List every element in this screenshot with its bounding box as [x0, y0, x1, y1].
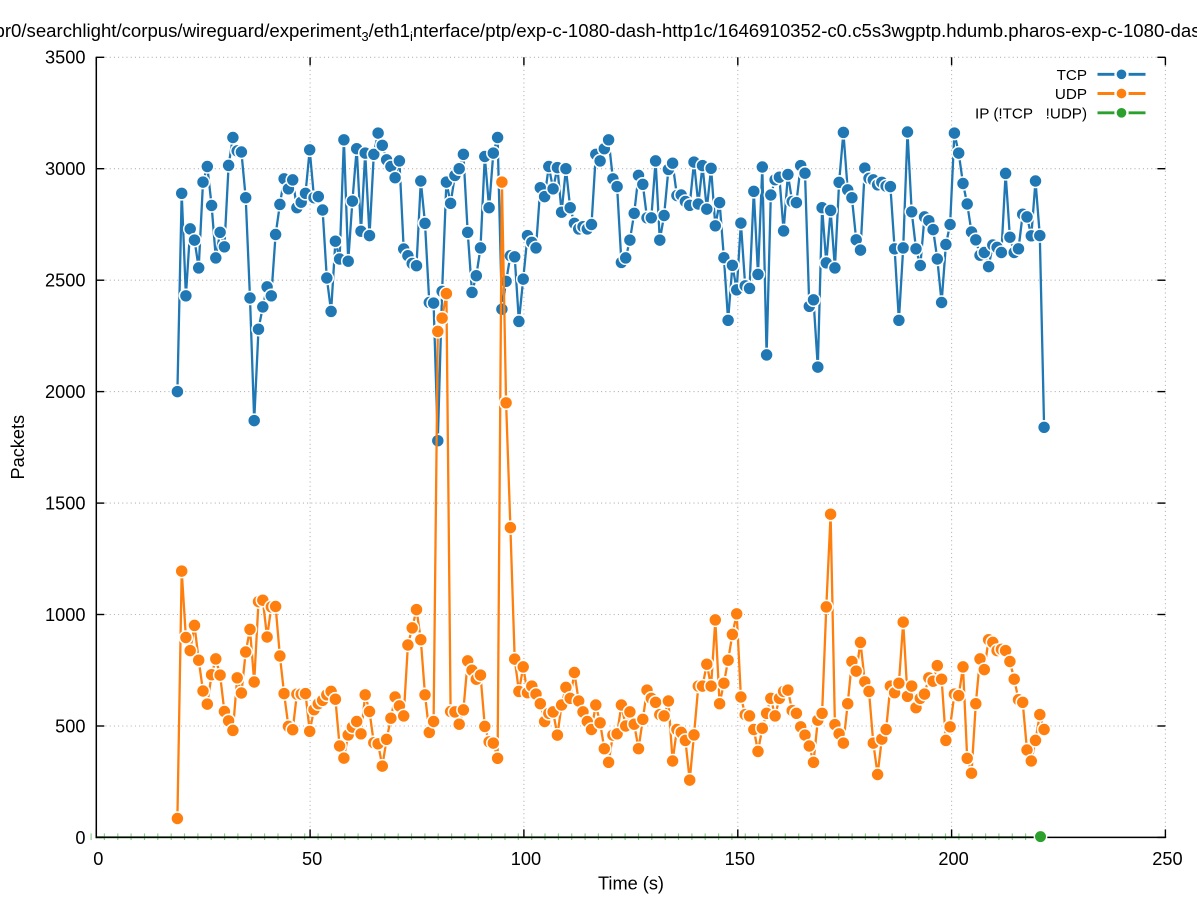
svg-text:500: 500	[55, 716, 85, 736]
svg-text:IP (!TCP !UDP): IP (!TCP !UDP)	[975, 105, 1087, 122]
svg-text:100: 100	[511, 849, 541, 869]
svg-text:50: 50	[302, 849, 322, 869]
svg-text:2000: 2000	[45, 382, 85, 402]
svg-text:br0/searchlight/corpus/wiregua: br0/searchlight/corpus/wireguard/experim…	[0, 20, 1197, 44]
svg-text:UDP: UDP	[1055, 86, 1087, 103]
svg-text:3000: 3000	[45, 159, 85, 179]
svg-text:2500: 2500	[45, 271, 85, 291]
svg-text:Time (s): Time (s)	[598, 874, 664, 894]
svg-text:3500: 3500	[45, 48, 85, 68]
svg-text:250: 250	[1152, 849, 1182, 869]
svg-text:200: 200	[938, 849, 968, 869]
svg-text:TCP: TCP	[1057, 67, 1087, 84]
svg-text:150: 150	[725, 849, 755, 869]
svg-text:1500: 1500	[45, 494, 85, 514]
svg-text:0: 0	[93, 849, 103, 869]
svg-text:1000: 1000	[45, 605, 85, 625]
svg-text:Packets: Packets	[8, 415, 28, 480]
svg-text:0: 0	[75, 828, 85, 848]
